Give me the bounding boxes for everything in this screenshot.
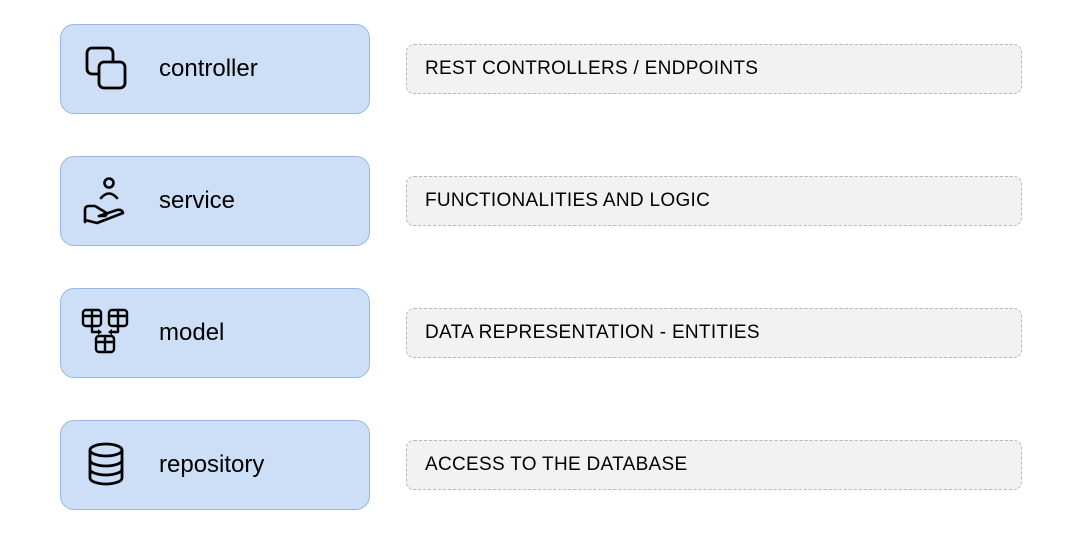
layered-architecture-diagram: controller REST CONTROLLERS / ENDPOINTS s… xyxy=(60,24,1022,510)
tables-relation-icon xyxy=(79,306,133,360)
layer-label: controller xyxy=(159,55,258,83)
layer-row-service: service FUNCTIONALITIES AND LOGIC xyxy=(60,156,1022,246)
layer-description: REST CONTROLLERS / ENDPOINTS xyxy=(406,44,1022,94)
layer-label: service xyxy=(159,187,235,215)
hand-person-icon xyxy=(79,174,133,228)
layer-box-repository: repository xyxy=(60,420,370,510)
layer-label: repository xyxy=(159,451,264,479)
layer-description: FUNCTIONALITIES AND LOGIC xyxy=(406,176,1022,226)
database-icon xyxy=(79,438,133,492)
layer-description: ACCESS TO THE DATABASE xyxy=(406,440,1022,490)
layer-box-model: model xyxy=(60,288,370,378)
squares-icon xyxy=(79,42,133,96)
layer-description: DATA REPRESENTATION - ENTITIES xyxy=(406,308,1022,358)
layer-box-controller: controller xyxy=(60,24,370,114)
layer-label: model xyxy=(159,319,224,347)
layer-row-repository: repository ACCESS TO THE DATABASE xyxy=(60,420,1022,510)
layer-row-controller: controller REST CONTROLLERS / ENDPOINTS xyxy=(60,24,1022,114)
layer-row-model: model DATA REPRESENTATION - ENTITIES xyxy=(60,288,1022,378)
layer-box-service: service xyxy=(60,156,370,246)
